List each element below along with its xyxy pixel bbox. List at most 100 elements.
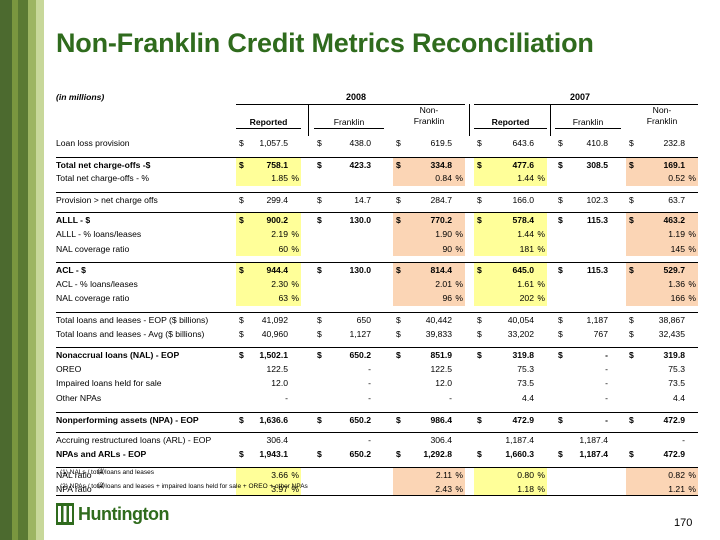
cell-value: 1.18 bbox=[517, 483, 534, 494]
table-cell: - bbox=[236, 391, 301, 406]
cell-value: 75.3 bbox=[517, 363, 534, 374]
table-cell: 2.30% bbox=[236, 276, 301, 292]
row-label: ALLL - $ bbox=[56, 215, 91, 226]
cell-value: 102.3 bbox=[586, 194, 608, 205]
table-cell: $410.8 bbox=[555, 136, 621, 151]
table-cell: $130.0 bbox=[314, 213, 384, 227]
table-cell: $130.0 bbox=[314, 263, 384, 277]
table-cell bbox=[555, 277, 621, 292]
table-cell: 166% bbox=[626, 291, 698, 306]
row-label-superscript: (1) bbox=[97, 469, 105, 476]
col-header-nonfranklin-2007: Non- Franklin bbox=[646, 105, 678, 126]
table-cell: 75.3 bbox=[626, 362, 698, 377]
table-row: Total loans and leases - EOP ($ billions… bbox=[56, 311, 698, 327]
currency-symbol: $ bbox=[629, 448, 634, 459]
row-label: NAL ratio bbox=[56, 470, 92, 481]
cell-value: 63.7 bbox=[668, 194, 685, 205]
currency-symbol: $ bbox=[396, 215, 401, 226]
cell-value: 40,054 bbox=[507, 314, 534, 325]
table-header: (in millions) 2008 2007 Reported Frankli… bbox=[56, 90, 698, 136]
cell-value: 75.3 bbox=[668, 363, 685, 374]
currency-symbol: $ bbox=[317, 194, 322, 205]
table-cell bbox=[555, 227, 621, 242]
percent-symbol: % bbox=[688, 278, 696, 289]
currency-symbol: $ bbox=[558, 215, 563, 226]
row-label: Nonaccrual loans (NAL) - EOP bbox=[56, 350, 180, 361]
cell-value: 1.44 bbox=[517, 173, 534, 184]
cell-value: 0.82 bbox=[668, 470, 685, 481]
table-cell: 1.90% bbox=[393, 226, 465, 242]
table-cell: 2.19% bbox=[236, 226, 301, 242]
cell-value: 73.5 bbox=[517, 378, 534, 389]
currency-symbol: $ bbox=[558, 265, 563, 276]
row-label-superscript: (2) bbox=[97, 482, 105, 489]
table-row: ALLL - % loans/leases 2.19% 1.90% 1.44% 1.19… bbox=[56, 226, 698, 242]
table-cell: $814.4 bbox=[393, 263, 465, 277]
currency-symbol: $ bbox=[239, 350, 244, 361]
cell-value: 202 bbox=[519, 293, 534, 304]
currency-symbol: $ bbox=[239, 194, 244, 205]
currency-symbol: $ bbox=[558, 414, 563, 425]
table-cell: $986.4 bbox=[393, 413, 465, 427]
table-cell: 1.21% bbox=[626, 481, 698, 496]
table-row: Provision > net charge offs $299.4 $14.7 $2… bbox=[56, 191, 698, 207]
currency-symbol: $ bbox=[317, 138, 322, 148]
table-cell: $232.8 bbox=[626, 136, 698, 151]
currency-symbol: $ bbox=[396, 138, 401, 148]
percent-symbol: % bbox=[537, 173, 545, 184]
cell-value: 1.90 bbox=[435, 228, 452, 239]
cell-value: 96 bbox=[442, 293, 452, 304]
table-cell: 60% bbox=[236, 241, 301, 257]
table-cell: $650.2 bbox=[314, 447, 384, 462]
table-cell: $1,943.1 bbox=[236, 447, 301, 462]
table-cell: $40,442 bbox=[393, 313, 465, 327]
cell-value: 3.66 bbox=[271, 470, 288, 481]
currency-symbol: $ bbox=[239, 138, 244, 148]
table-cell: 1,187.4 bbox=[474, 433, 547, 447]
huntington-logo: Huntington bbox=[56, 503, 169, 525]
row-label: NPA ratio bbox=[56, 483, 92, 494]
currency-symbol: $ bbox=[558, 159, 563, 170]
table-cell: $ - bbox=[555, 413, 621, 427]
table-cell: $299.4 bbox=[236, 193, 301, 207]
currency-symbol: $ bbox=[317, 215, 322, 226]
cell-value: - bbox=[605, 350, 608, 361]
table-cell bbox=[314, 468, 384, 482]
cell-value: 284.7 bbox=[430, 194, 452, 205]
cell-value: 1.36 bbox=[668, 278, 685, 289]
row-label: Accruing restructured loans (ARL) - EOP bbox=[56, 435, 212, 446]
cell-value: 643.6 bbox=[512, 138, 534, 148]
page-number: 170 bbox=[674, 517, 693, 529]
cell-value: - bbox=[682, 435, 685, 446]
cell-value: 41,092 bbox=[261, 314, 288, 325]
currency-symbol: $ bbox=[317, 159, 322, 170]
cell-value: 851.9 bbox=[430, 350, 452, 361]
table-row: Other NPAs - - - 4.4 - 4.4 bbox=[56, 391, 698, 406]
currency-symbol: $ bbox=[477, 448, 482, 459]
cell-value: 12.0 bbox=[435, 378, 452, 389]
cell-value: 1,187.4 bbox=[579, 435, 608, 446]
cell-value: 166 bbox=[670, 293, 685, 304]
currency-symbol: $ bbox=[239, 159, 244, 170]
cell-value: 166.0 bbox=[512, 194, 534, 205]
table-cell: $166.0 bbox=[474, 193, 547, 207]
table-cell: $1,660.3 bbox=[474, 447, 547, 462]
currency-symbol: $ bbox=[317, 314, 322, 325]
row-label: NAL coverage ratio bbox=[56, 293, 130, 304]
cell-value: 145 bbox=[670, 243, 685, 254]
table-cell: $770.2 bbox=[393, 213, 465, 227]
cell-value: 645.0 bbox=[512, 265, 534, 276]
cell-value: 2.43 bbox=[435, 483, 452, 494]
currency-symbol: $ bbox=[396, 350, 401, 361]
cell-value: 650.2 bbox=[349, 350, 371, 361]
cell-value: 1,127 bbox=[349, 328, 371, 339]
cell-value: - bbox=[605, 363, 608, 374]
row-label: NPAs and ARLs - EOP bbox=[56, 448, 147, 459]
table-cell: $319.8 bbox=[474, 348, 547, 362]
cell-value: 12.0 bbox=[271, 378, 288, 389]
row-label: Other NPAs bbox=[56, 392, 102, 403]
table-row: NAL ratio (1) 3.66% 2.11% 0.80% 0.82% bbox=[56, 467, 698, 482]
cell-value: 472.9 bbox=[663, 448, 685, 459]
cell-value: 181 bbox=[519, 243, 534, 254]
year-2007: 2007 bbox=[570, 92, 591, 102]
